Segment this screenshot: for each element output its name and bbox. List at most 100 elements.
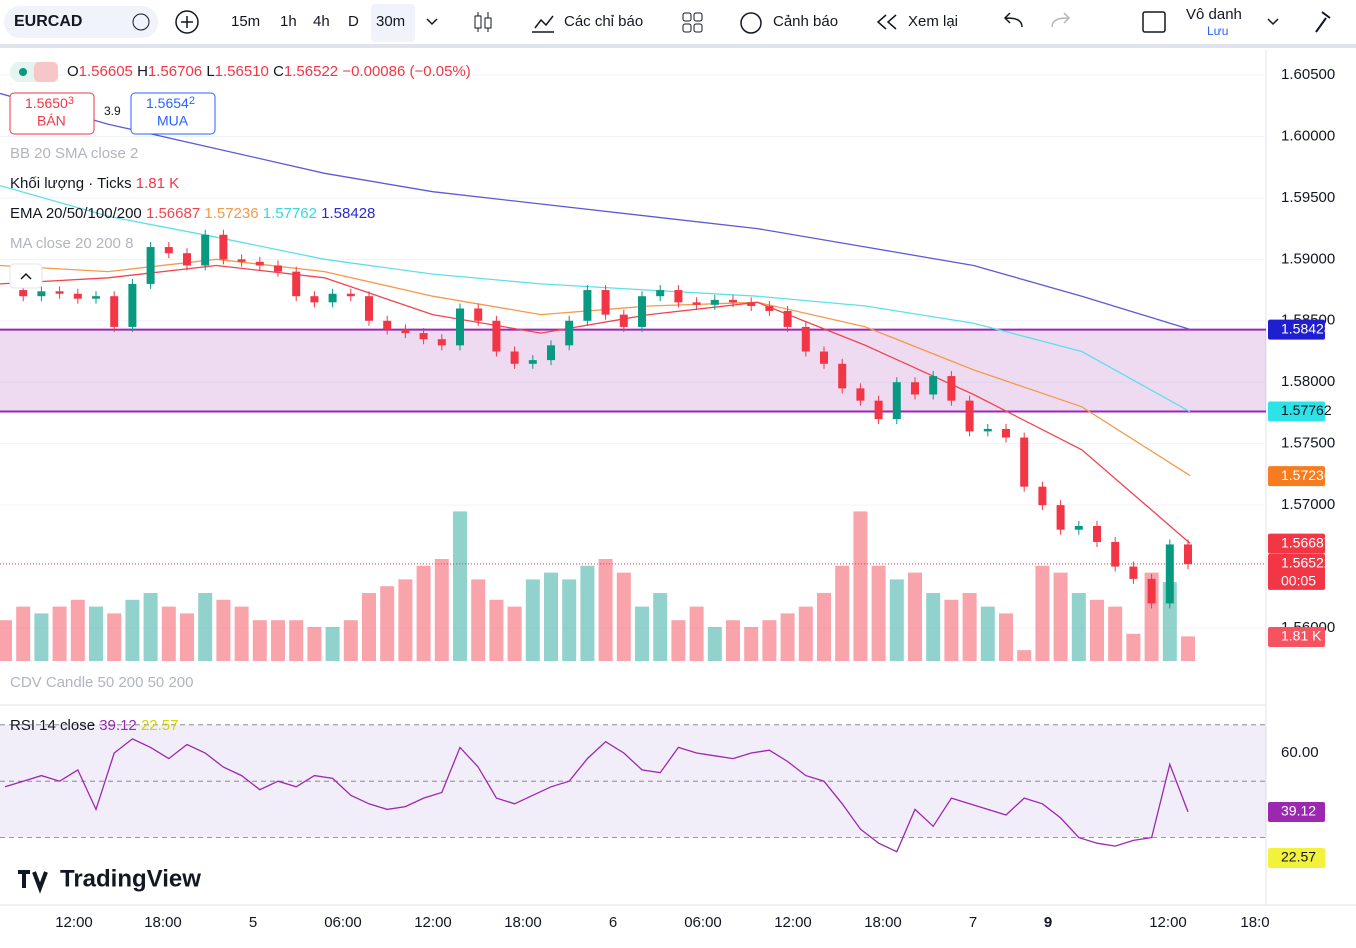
sell-price[interactable]: 1.56503 [25, 95, 74, 111]
redo[interactable] [1051, 12, 1071, 28]
volume-bar [271, 620, 285, 661]
volume-bar [416, 565, 431, 661]
volume-bar [307, 627, 322, 661]
layout-toggle[interactable] [1142, 11, 1166, 33]
volume-bar [52, 606, 67, 661]
add-icon [181, 16, 193, 28]
interval[interactable]: 1h [280, 13, 297, 30]
buy-label[interactable]: MUA [157, 113, 189, 129]
interval[interactable]: 4h [313, 13, 330, 30]
volume-bar [0, 620, 12, 661]
interval[interactable]: 15m [231, 13, 260, 30]
study-ema[interactable]: EMA 20/50/100/200 1.56687 1.57236 1.5776… [10, 205, 375, 222]
collapse-icon [20, 272, 32, 280]
rsi-ma-tag [1268, 848, 1325, 868]
volume-bar [1071, 593, 1086, 661]
volume-bar [707, 627, 722, 661]
candle-body [1111, 541, 1120, 567]
rsi-line [4, 738, 1189, 853]
indicators[interactable]: Các chỉ báo [564, 13, 643, 30]
candle-body [1038, 486, 1047, 506]
y-tick-label: 1.58000 [1281, 373, 1335, 390]
sell-label[interactable]: BÁN [37, 113, 66, 129]
volume-bar [434, 559, 449, 661]
candle-body [164, 247, 173, 254]
replay-icon[interactable] [876, 14, 897, 30]
save[interactable]: Lưu [1207, 24, 1228, 38]
volume-bar [853, 511, 868, 661]
change: −0.00086 (−0.05%) [342, 63, 470, 80]
candle-body [601, 290, 610, 315]
buy-button[interactable] [130, 92, 216, 135]
rsi-value: 39.12 [99, 717, 137, 734]
study-cdv[interactable]: CDV Candle 50 200 50 200 [10, 674, 193, 691]
candle-body [856, 388, 865, 401]
symbol[interactable]: EURCAD [14, 13, 82, 30]
price-tag [1268, 319, 1325, 340]
candle-body [783, 310, 792, 327]
interval[interactable]: D [348, 13, 359, 30]
x-tick-label: 06:00 [324, 914, 362, 931]
study-rsi[interactable]: RSI 14 close 39.12 22.57 [10, 717, 178, 734]
volume-bar [16, 606, 31, 661]
volume-bar [234, 606, 249, 661]
undo[interactable] [1003, 12, 1023, 28]
buy-price[interactable]: 1.56542 [146, 95, 195, 111]
x-tick-label: 5 [249, 914, 257, 931]
status-icon [34, 62, 58, 82]
candle-body [92, 296, 100, 299]
study-ma[interactable]: MA close 20 200 8 [10, 235, 133, 252]
collapse-legend[interactable] [9, 263, 43, 289]
quick-tool[interactable] [1315, 11, 1331, 33]
buy-price-sup: 2 [189, 95, 195, 107]
candle-body [456, 308, 464, 346]
user[interactable]: Vô danh [1186, 6, 1242, 23]
alert-icon[interactable] [740, 12, 762, 34]
brand[interactable]: TradingView [60, 865, 201, 892]
sell-button[interactable] [9, 92, 95, 135]
volume-bar [635, 606, 649, 661]
candle-body [838, 363, 847, 389]
y-tick-label: 1.57000 [1281, 496, 1335, 513]
symbol-icon[interactable] [132, 13, 150, 31]
volume-bar [762, 620, 777, 661]
study-volume[interactable]: Khối lượng · Ticks 1.81 K [10, 175, 179, 192]
alert[interactable]: Cảnh báo [773, 13, 838, 30]
candle-body [1129, 566, 1138, 579]
indicators-icon[interactable] [532, 15, 554, 33]
candle-body [619, 314, 628, 327]
candle-body [820, 351, 828, 364]
dropdown-icon[interactable] [426, 18, 438, 26]
volume-bar [70, 599, 85, 661]
volume-bar [562, 579, 577, 661]
ema-name: EMA 20/50/100/200 [10, 205, 142, 222]
candle-body [747, 302, 756, 307]
candle-type-icon [474, 15, 482, 29]
volume-bar [744, 627, 759, 661]
symbol-search[interactable] [4, 6, 158, 38]
x-tick-label: 6 [609, 914, 617, 931]
layout-icon[interactable] [682, 12, 703, 33]
replay[interactable]: Xem lại [908, 13, 958, 30]
candle-body [37, 291, 46, 297]
user-dropdown[interactable] [1267, 18, 1279, 26]
candle-body [1184, 544, 1192, 565]
add-symbol[interactable] [175, 10, 199, 34]
ema-value: 1.56687 [146, 205, 200, 222]
volume-bar [689, 606, 704, 661]
volume-bar [143, 593, 158, 661]
candle-body [146, 247, 155, 284]
price-tag [1268, 553, 1325, 590]
volume-bar [180, 613, 194, 661]
sell-price-sup: 3 [68, 95, 74, 107]
volume-bar [616, 572, 631, 661]
rsi-ma-tag-label: 22.57 [1281, 849, 1316, 865]
interval-active[interactable]: 30m [376, 13, 405, 30]
study-bb[interactable]: BB 20 SMA close 2 [10, 145, 138, 162]
candle-body [255, 261, 264, 266]
c: 1.56522 [284, 63, 338, 80]
x-tick-label: 12:00 [1149, 914, 1187, 931]
candle-body [965, 400, 974, 432]
brand-logo [18, 870, 48, 894]
